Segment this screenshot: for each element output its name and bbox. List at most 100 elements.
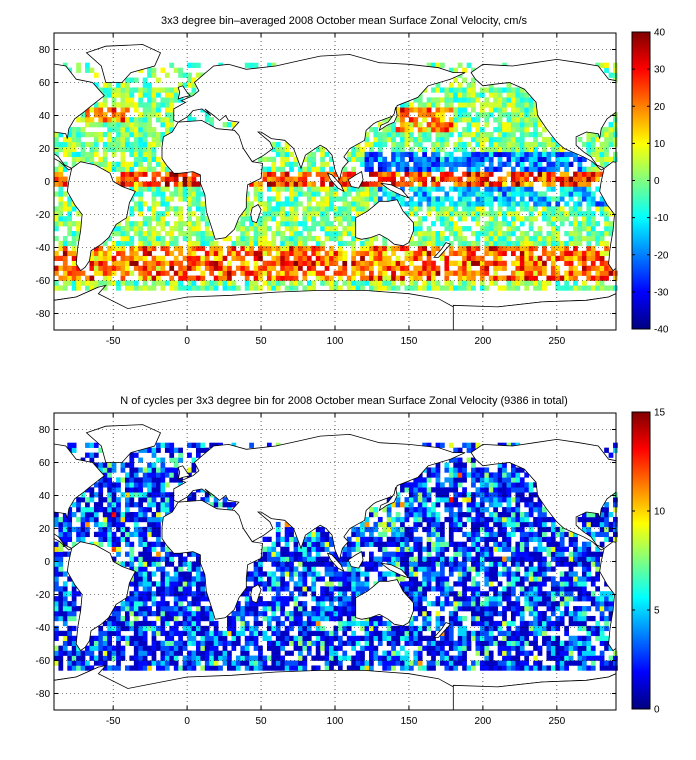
data-bin (564, 151, 569, 158)
data-bin (528, 206, 534, 212)
data-bin (502, 250, 507, 257)
data-bin (306, 235, 312, 242)
data-bin (555, 176, 561, 182)
data-bin (102, 655, 108, 661)
data-bin (191, 630, 197, 637)
data-bin (355, 265, 361, 271)
data-bin (337, 581, 343, 587)
data-bin (306, 270, 312, 276)
data-bin (564, 176, 569, 182)
data-bin (124, 482, 130, 488)
data-bin (80, 531, 86, 538)
data-bin (227, 620, 232, 627)
data-bin (586, 285, 592, 291)
data-bin (54, 660, 59, 666)
data-bin (156, 492, 161, 498)
data-bin (302, 635, 308, 641)
data-bin (200, 260, 206, 266)
data-bin (604, 206, 609, 212)
data-bin (471, 255, 476, 261)
data-bin (253, 611, 259, 617)
data-bin (71, 650, 77, 656)
data-bin (453, 161, 459, 167)
data-bin (227, 260, 232, 266)
data-bin (293, 536, 299, 542)
data-bin (360, 650, 365, 656)
data-bin (466, 141, 472, 148)
data-bin (386, 191, 392, 197)
data-bin (599, 127, 605, 133)
data-bin (142, 620, 148, 627)
data-bin (71, 512, 77, 518)
data-bin (306, 161, 312, 167)
data-bin (417, 112, 423, 118)
data-bin (471, 240, 476, 247)
data-bin (422, 136, 427, 143)
data-bin (244, 216, 250, 222)
data-bin (466, 255, 472, 261)
data-bin (129, 457, 135, 463)
data-bin (191, 211, 197, 217)
data-bin (227, 250, 232, 257)
data-bin (124, 492, 130, 498)
data-bin (271, 556, 277, 562)
data-bin (590, 201, 596, 207)
data-bin (138, 497, 144, 503)
data-bin (293, 176, 299, 182)
data-bin (173, 270, 179, 276)
data-bin (111, 630, 117, 637)
data-bin (54, 556, 59, 562)
data-bin (306, 196, 312, 202)
data-bin (408, 102, 414, 108)
data-bin (138, 650, 144, 656)
data-bin (440, 112, 445, 118)
data-bin (169, 561, 175, 567)
data-bin (195, 650, 201, 656)
data-bin (475, 191, 481, 197)
data-bin (156, 615, 161, 622)
data-bin (440, 235, 445, 242)
data-bin (462, 270, 467, 276)
data-bin (400, 576, 405, 582)
data-bin (568, 186, 574, 192)
data-bin (360, 655, 365, 661)
data-bin (595, 171, 601, 177)
data-bin (364, 566, 370, 572)
data-bin (151, 650, 157, 656)
data-bin (253, 571, 259, 577)
data-bin (262, 206, 268, 212)
data-bin (404, 531, 410, 538)
data-bin (151, 156, 157, 162)
data-bin (466, 166, 472, 172)
data-bin (386, 620, 392, 627)
data-bin (275, 285, 281, 291)
data-bin (400, 556, 405, 562)
data-bin (457, 132, 463, 138)
data-bin (151, 280, 157, 286)
data-bin (426, 206, 432, 212)
data-bin (266, 240, 272, 247)
data-bin (76, 280, 81, 286)
data-bin (408, 240, 414, 247)
data-bin (502, 122, 507, 128)
data-bin (89, 67, 95, 73)
data-bin (311, 611, 317, 617)
data-bin (209, 620, 215, 627)
data-bin (444, 151, 450, 158)
data-bin (138, 601, 144, 607)
data-bin (528, 146, 534, 153)
data-bin (142, 586, 148, 592)
data-bin (453, 97, 459, 103)
data-bin (71, 541, 77, 547)
data-bin (275, 176, 281, 182)
data-bin (497, 136, 503, 143)
data-bin (302, 541, 308, 547)
data-bin (466, 92, 472, 98)
data-bin (54, 625, 59, 632)
data-bin (129, 482, 135, 488)
data-bin (142, 87, 148, 93)
data-bin (391, 181, 396, 187)
data-bin (306, 231, 312, 237)
data-bin (311, 665, 317, 671)
data-bin (555, 156, 561, 162)
